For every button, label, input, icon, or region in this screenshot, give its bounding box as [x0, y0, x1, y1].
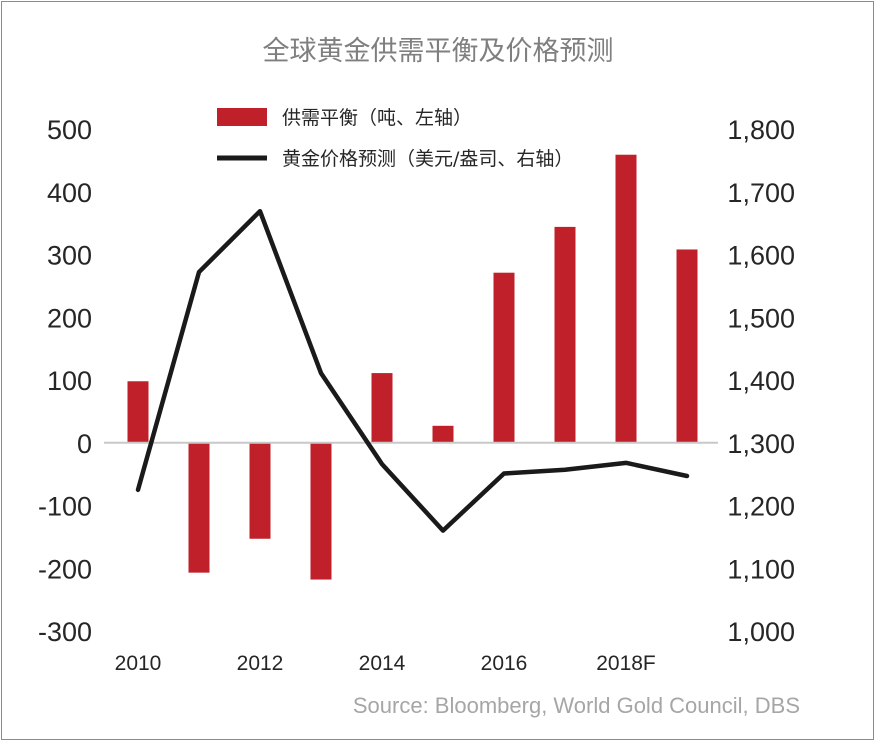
x-tick-label: 2016: [481, 652, 528, 675]
right-tick-label: 1,700: [727, 178, 795, 208]
left-tick-label: 100: [47, 366, 92, 396]
bar-series: [127, 154, 698, 580]
left-tick-label: 200: [47, 303, 92, 333]
bar-2010: [127, 381, 149, 443]
right-tick-label: 1,300: [727, 429, 795, 459]
bar-2016: [493, 272, 515, 443]
bar-2015: [432, 425, 454, 443]
x-tick-label: 2012: [237, 652, 284, 675]
right-tick-label: 1,400: [727, 366, 795, 396]
left-tick-label: 500: [47, 115, 92, 145]
bar-2017: [554, 226, 576, 443]
x-tick-label: 2018F: [596, 652, 656, 675]
price-line-path: [135, 208, 690, 533]
bar-2018F: [615, 154, 637, 443]
left-tick-label: -200: [38, 554, 92, 584]
legend-label-supply-demand: 供需平衡（吨、左轴）: [282, 107, 472, 129]
right-tick-label: 1,100: [727, 554, 795, 584]
x-axis-ticks: 2010 2012 2014 2016 2018F: [115, 652, 656, 675]
left-tick-label: 400: [47, 178, 92, 208]
legend-label-gold-price: 黄金价格预测（美元/盎司、右轴）: [282, 148, 573, 170]
bar-2013: [310, 442, 332, 580]
right-tick-label: 1,600: [727, 241, 795, 271]
left-tick-label: -300: [38, 617, 92, 647]
bar-2014: [371, 373, 393, 443]
bar-2019F: [676, 249, 698, 443]
left-axis-ticks: 500 400 300 200 100 0 -100 -200 -300: [38, 115, 92, 647]
chart-title: 全球黄金供需平衡及价格预测: [263, 36, 614, 67]
left-tick-label: 300: [47, 241, 92, 271]
right-axis-ticks: 1,800 1,700 1,600 1,500 1,400 1,300 1,200 1,100…: [727, 115, 795, 647]
bar-2012: [249, 442, 271, 539]
x-tick-label: 2010: [115, 652, 162, 675]
legend: 供需平衡（吨、左轴） 黄金价格预测（美元/盎司、右轴）: [217, 107, 573, 170]
line-series: [135, 208, 690, 533]
left-tick-label: 0: [77, 429, 92, 459]
right-tick-label: 1,200: [727, 492, 795, 522]
left-tick-label: -100: [38, 492, 92, 522]
source-note: Source: Bloomberg, World Gold Council, D…: [353, 693, 800, 718]
bar-2011: [188, 442, 210, 573]
right-tick-label: 1,800: [727, 115, 795, 145]
right-tick-label: 1,000: [727, 617, 795, 647]
x-tick-label: 2014: [359, 652, 406, 675]
right-tick-label: 1,500: [727, 303, 795, 333]
legend-bar-swatch: [217, 108, 267, 126]
